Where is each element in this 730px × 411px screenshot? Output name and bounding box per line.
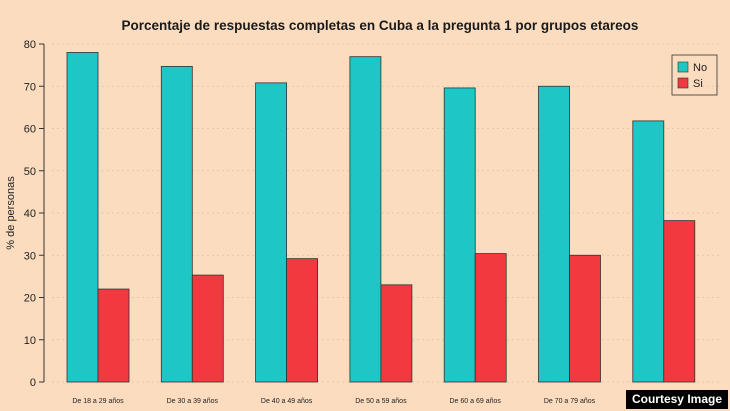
x-category-label: De 30 a 39 años	[167, 398, 219, 405]
legend-box	[671, 54, 718, 96]
y-tick-label: 50	[24, 166, 36, 178]
credit-badge: Courtesy Image	[625, 390, 728, 409]
y-tick-label: 20	[24, 293, 36, 305]
y-tick-label: 30	[24, 250, 36, 262]
bar-si-6	[569, 254, 601, 383]
bar-no-1	[66, 52, 99, 383]
x-category-label: De 40 a 49 años	[261, 398, 313, 405]
y-tick-label: 70	[24, 81, 36, 93]
y-tick-label: 60	[24, 124, 36, 136]
bar-si-4	[380, 284, 413, 383]
y-tick-label: 0	[30, 377, 36, 389]
y-tick-label: 40	[24, 208, 36, 220]
bar-no-4	[349, 56, 382, 383]
y-axis: 0 10 20 30 40 50 60 70 80	[24, 39, 45, 389]
legend-swatch-si	[677, 77, 689, 89]
bar-no-3	[255, 82, 288, 383]
bar-no-7	[632, 120, 665, 383]
bar-si-1	[97, 288, 130, 383]
bar-si-2	[191, 274, 224, 383]
legend-label-no: No	[693, 62, 707, 74]
y-tick-label: 10	[24, 335, 36, 347]
y-axis-label: % de personas	[5, 176, 17, 250]
legend-swatch-no	[677, 61, 689, 73]
bar-no-6	[538, 85, 570, 383]
x-category-label: De 50 a 59 años	[355, 398, 407, 405]
bar-si-3	[286, 258, 319, 383]
y-tick-label: 80	[24, 39, 36, 51]
bars	[66, 52, 696, 383]
legend-label-si: Si	[693, 78, 703, 90]
legend: No Si	[671, 54, 718, 96]
bar-si-5	[474, 253, 507, 383]
x-category-label: De 60 a 69 años	[450, 398, 502, 405]
chart-title: Porcentaje de respuestas completas en Cu…	[122, 18, 639, 33]
x-axis-categories: De 18 a 29 años De 30 a 39 años De 40 a 49…	[72, 398, 692, 405]
x-category-label: De 18 a 29 años	[72, 398, 124, 405]
bar-no-2	[160, 65, 193, 383]
x-category-label: De 70 a 79 años	[544, 398, 596, 405]
bar-si-7	[663, 220, 696, 383]
bar-no-5	[443, 87, 476, 383]
